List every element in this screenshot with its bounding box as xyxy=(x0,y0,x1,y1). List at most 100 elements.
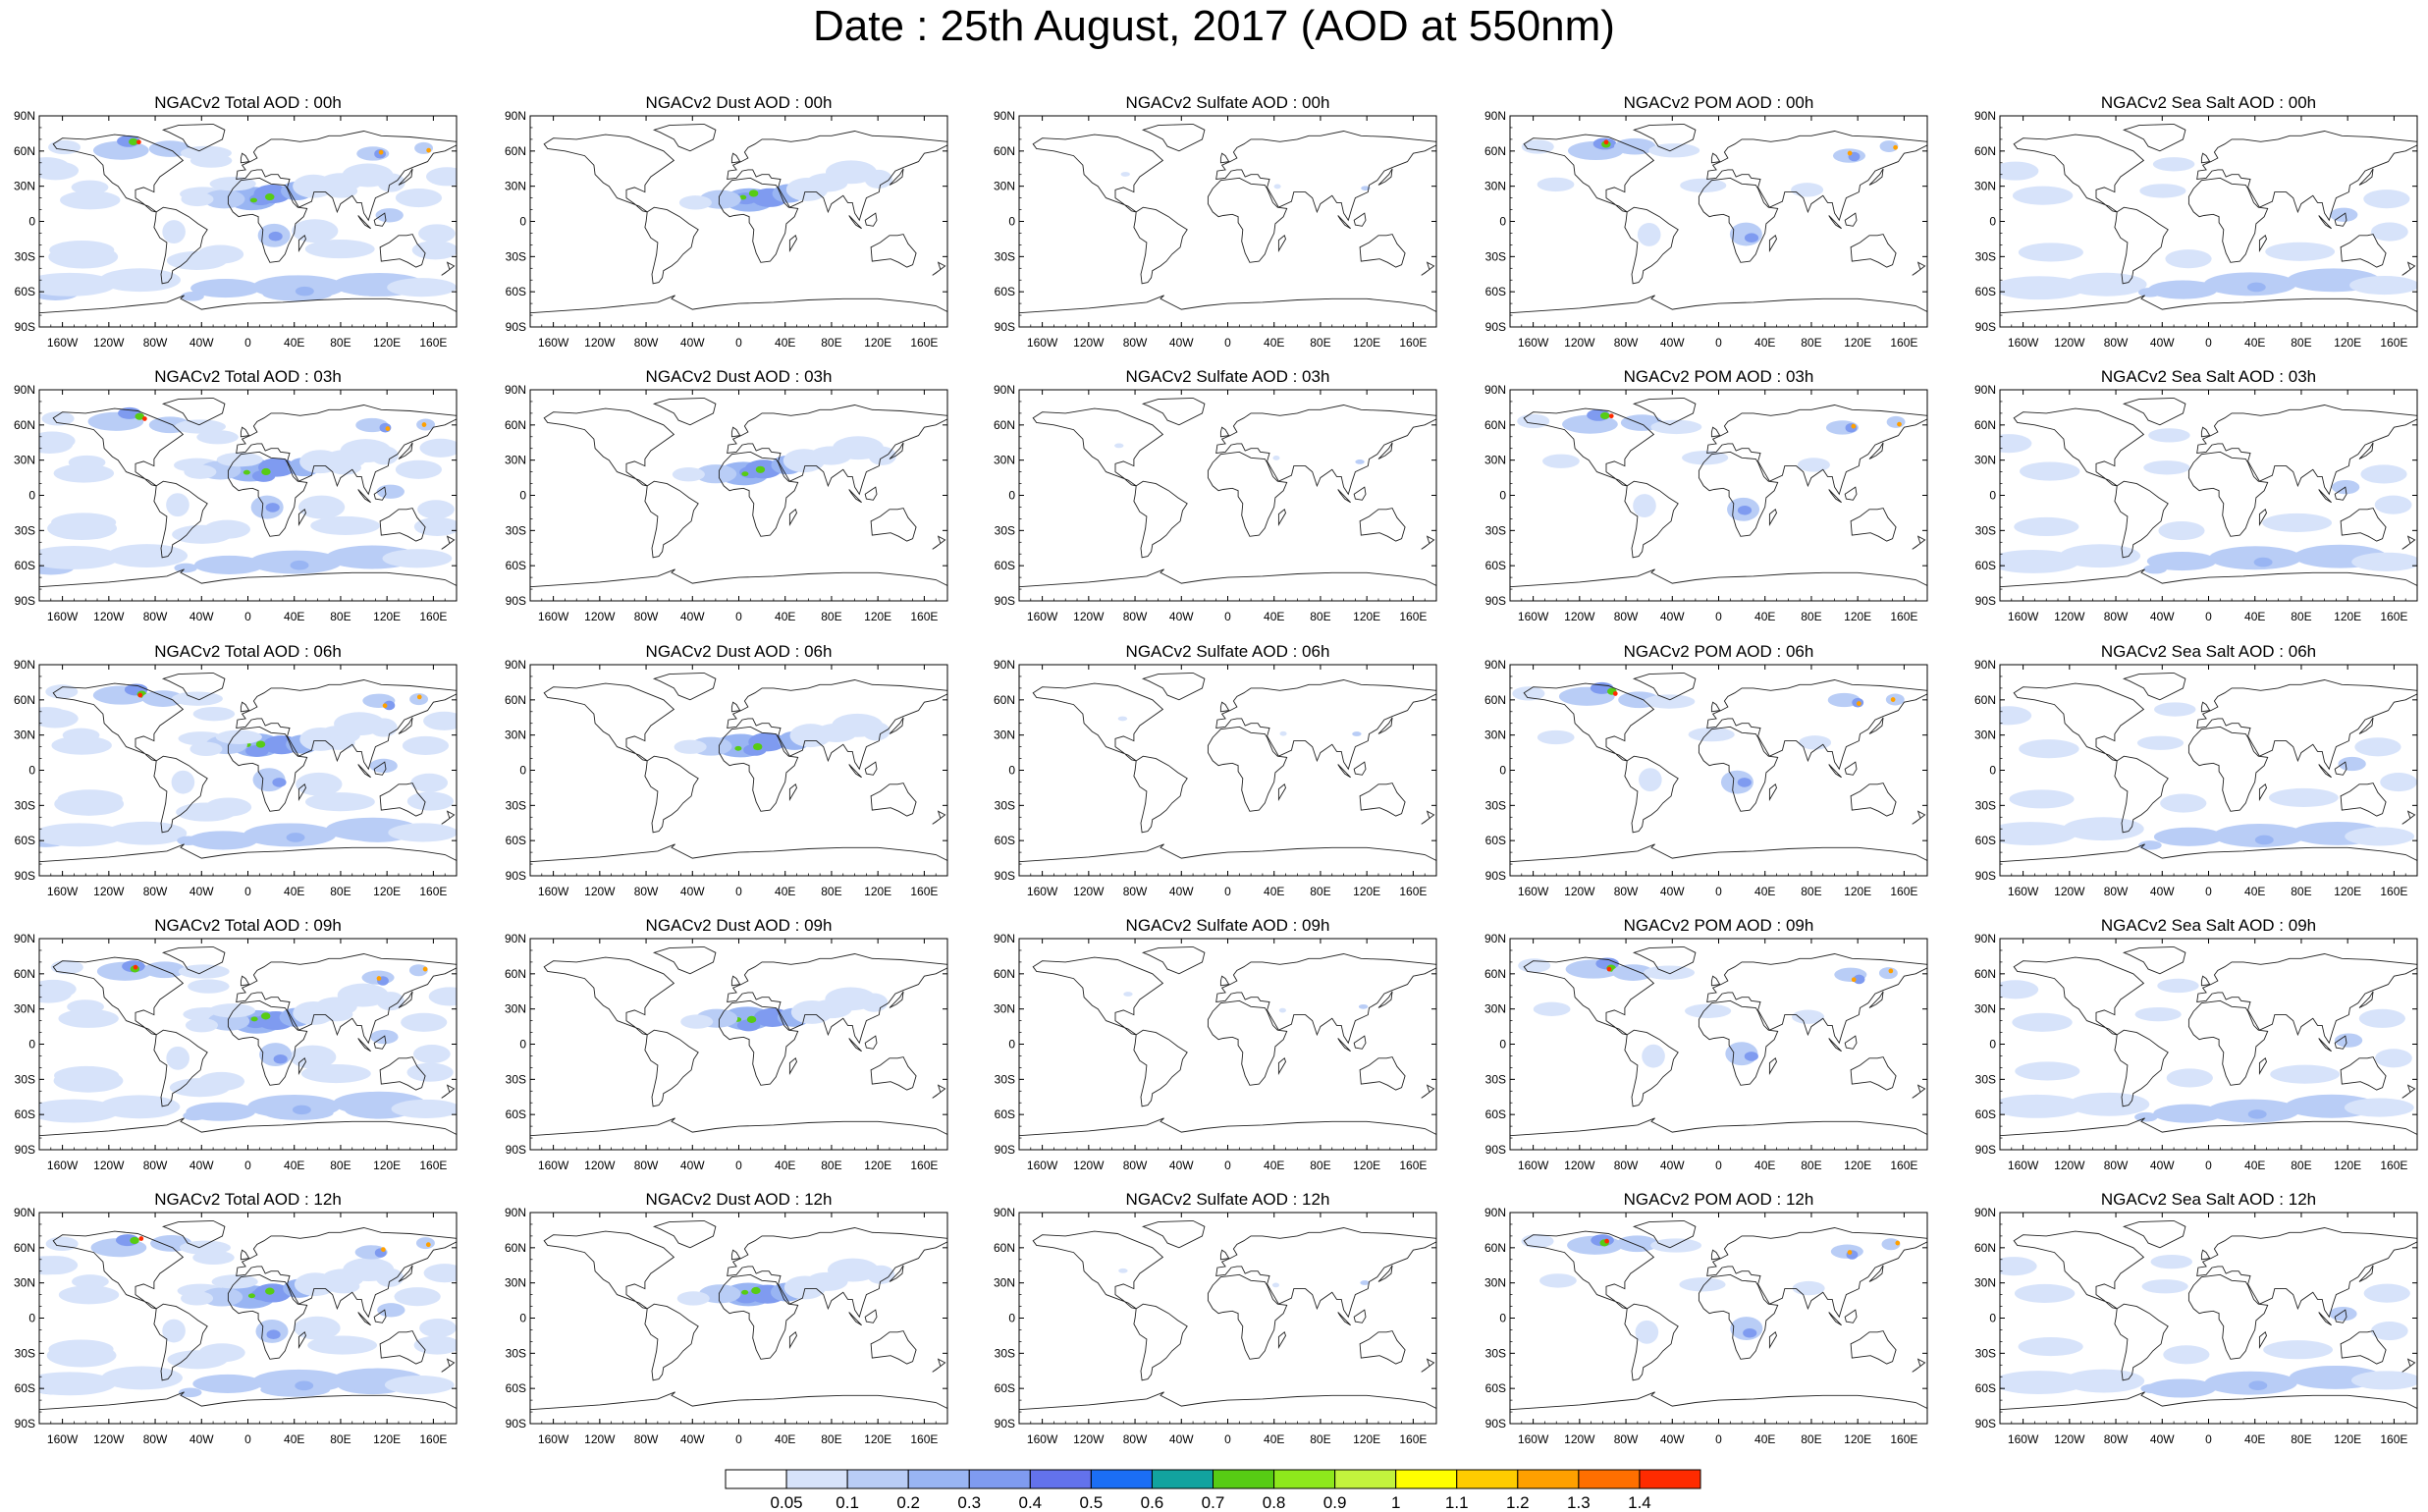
aod-field xyxy=(1279,730,1287,736)
lon-tick-label: 120W xyxy=(1073,1432,1105,1446)
coastline-madagascar xyxy=(2258,509,2267,527)
aod-field xyxy=(2015,1061,2080,1081)
coastline-australia xyxy=(870,1056,917,1091)
coastline-uk xyxy=(1219,701,1230,713)
lon-tick-label: 160W xyxy=(2008,336,2039,350)
coastline-australia xyxy=(870,783,917,817)
aod-field xyxy=(423,1264,457,1283)
lon-tick-label: 80W xyxy=(634,1159,659,1172)
coastline-africa xyxy=(1698,726,1779,812)
coastline-southAmerica xyxy=(1133,1029,1188,1107)
aod-field xyxy=(1606,966,1612,972)
map-panel: NGACv2 Sea Salt AOD : 06h 90N 60N 30N 0 30S 60… xyxy=(1974,642,2418,898)
coastline-nz xyxy=(932,261,946,276)
aod-field xyxy=(2000,1257,2037,1276)
coastline-antarctica xyxy=(1019,295,1436,314)
coastline-australia xyxy=(1359,1330,1406,1365)
panel-title: NGACv2 Dust AOD : 03h xyxy=(646,367,833,386)
coastline-sumatra xyxy=(357,1312,371,1326)
lat-tick-label: 30N xyxy=(1484,729,1506,742)
aod-field xyxy=(180,145,232,161)
coastline-antarctica xyxy=(1510,568,1927,588)
aod-field xyxy=(2380,773,2417,792)
lon-tick-label: 0 xyxy=(735,885,742,898)
coastline-nz xyxy=(2401,261,2416,276)
lat-tick-label: 30S xyxy=(1485,523,1506,537)
aod-field xyxy=(51,513,117,532)
coastline-madagascar xyxy=(297,1331,306,1350)
aod-field xyxy=(402,735,450,756)
map-panel: NGACv2 Sulfate AOD : 00h 90N 60N 30N 0 30S 60S… xyxy=(994,93,1437,350)
aod-field xyxy=(105,821,188,845)
lon-tick-label: 40E xyxy=(775,885,795,898)
lon-tick-label: 120W xyxy=(1564,1432,1595,1446)
lon-tick-label: 120W xyxy=(1073,1159,1105,1172)
lon-tick-label: 120E xyxy=(1353,885,1380,898)
lon-tick-label: 120E xyxy=(864,336,891,350)
lon-tick-label: 40E xyxy=(1264,885,1284,898)
aod-field xyxy=(1743,1327,1757,1338)
aod-field xyxy=(2248,1380,2268,1390)
coastline-antarctica xyxy=(1019,1117,1436,1137)
lat-tick-label: 0 xyxy=(519,215,526,229)
lat-tick-label: 30N xyxy=(505,729,526,742)
aod-field xyxy=(2253,557,2273,567)
lon-tick-label: 80E xyxy=(1310,336,1330,350)
coastline-uk xyxy=(1219,426,1230,438)
aod-field xyxy=(39,157,70,177)
aod-field xyxy=(370,446,399,465)
coastline-uk xyxy=(1219,975,1230,987)
lat-tick-label: 60N xyxy=(14,144,35,158)
lon-tick-label: 40W xyxy=(2150,336,2175,350)
lat-tick-label: 90N xyxy=(1974,658,1996,672)
map-panel: NGACv2 Dust AOD : 09h 90N 60N 30N 0 30S 60S 90S… xyxy=(505,916,948,1172)
colorbar-swatch xyxy=(1639,1469,1701,1489)
map-panel: NGACv2 Sea Salt AOD : 00h 90N 60N 30N 0 30S 60… xyxy=(1974,93,2418,350)
aod-field xyxy=(307,1335,378,1355)
aod-field xyxy=(1893,144,1898,150)
aod-field xyxy=(376,976,382,981)
lat-tick-label: 60S xyxy=(506,285,526,298)
coastline-nz xyxy=(1421,1084,1435,1099)
coastline-northAmerica xyxy=(1523,1230,1655,1310)
lat-tick-label: 60S xyxy=(1485,285,1506,298)
lon-tick-label: 160E xyxy=(1890,1159,1917,1172)
lon-tick-label: 40W xyxy=(189,1159,214,1172)
lat-tick-label: 90N xyxy=(1974,109,1996,123)
aod-field xyxy=(304,240,375,259)
panel-title: NGACv2 Sea Salt AOD : 03h xyxy=(2101,367,2316,386)
aod-field xyxy=(1799,735,1832,750)
lat-tick-label: 90N xyxy=(14,109,35,123)
aod-field xyxy=(1611,964,1654,981)
coastline-northAmerica xyxy=(1032,407,1164,487)
aod-field xyxy=(196,430,239,445)
coastline-sumatra xyxy=(848,489,862,504)
lat-tick-label: 60S xyxy=(995,559,1015,572)
lon-tick-label: 0 xyxy=(1715,610,1722,623)
coastline-greenland xyxy=(652,397,717,426)
lon-tick-label: 80W xyxy=(143,610,168,623)
aod-field xyxy=(2014,516,2079,537)
coastline-antarctica xyxy=(1019,568,1436,588)
aod-field xyxy=(1533,1001,1571,1016)
lon-tick-label: 120W xyxy=(2054,1159,2085,1172)
lat-tick-label: 30S xyxy=(1975,523,1996,537)
coastline-japan xyxy=(2358,1265,2374,1282)
aod-field xyxy=(1120,172,1130,177)
coastline-northAmerica xyxy=(543,1230,675,1310)
lon-tick-label: 0 xyxy=(244,610,251,623)
lon-tick-label: 120W xyxy=(1564,1159,1595,1172)
aod-field xyxy=(376,992,405,1011)
lon-tick-label: 40W xyxy=(680,1159,705,1172)
aod-field xyxy=(406,1062,454,1082)
lon-tick-label: 40W xyxy=(2150,610,2175,623)
coastline-australia xyxy=(1359,234,1406,268)
aod-field xyxy=(425,167,457,187)
lat-tick-label: 30S xyxy=(995,1346,1015,1360)
coastline-japan xyxy=(1377,1265,1393,1282)
coastline-madagascar xyxy=(788,235,797,253)
colorbar-swatch xyxy=(1090,1469,1153,1489)
lon-tick-label: 120E xyxy=(2334,885,2361,898)
lon-tick-label: 80W xyxy=(2104,1159,2129,1172)
coastline-eurasia xyxy=(1215,1227,1436,1319)
